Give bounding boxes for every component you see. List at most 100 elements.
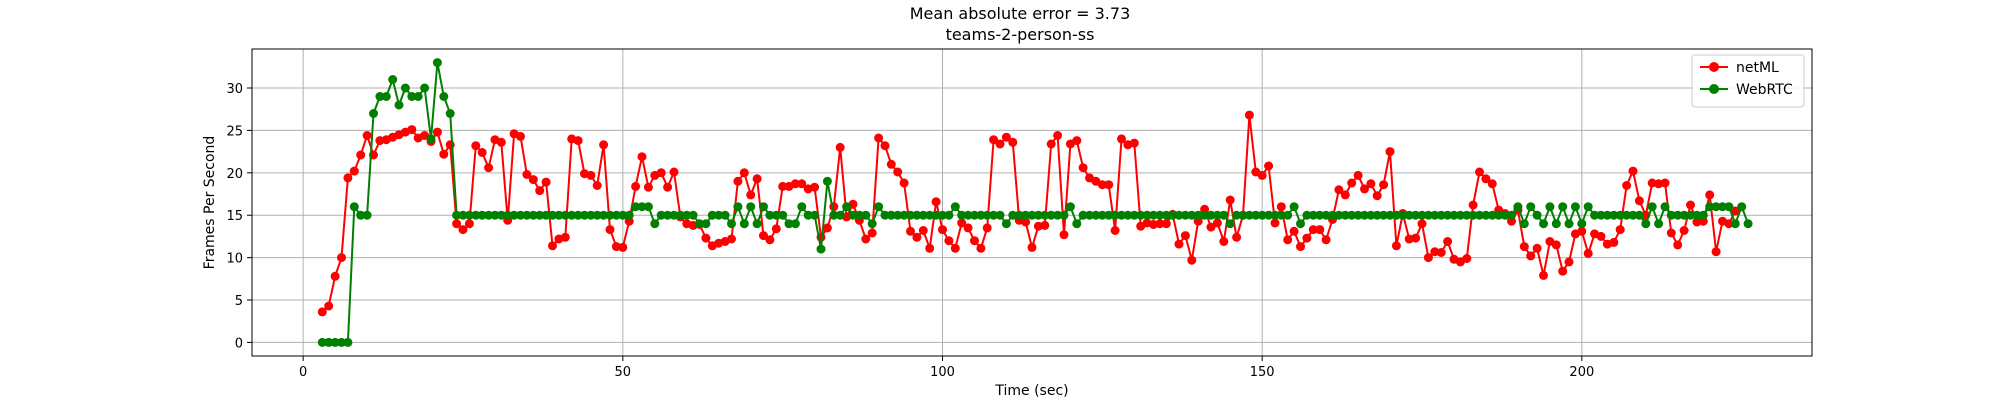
data-point-netml: [957, 218, 967, 228]
data-point-netml: [790, 179, 800, 189]
data-point-netml: [1634, 196, 1644, 206]
data-point-netml: [1622, 181, 1632, 190]
data-point-webrtc: [663, 210, 673, 220]
data-point-netml: [1577, 226, 1587, 236]
data-point-webrtc: [938, 210, 947, 220]
data-point-netml: [1340, 190, 1350, 200]
data-point-webrtc: [989, 210, 999, 220]
data-point-webrtc: [369, 109, 378, 118]
data-point-netml: [1097, 180, 1107, 190]
data-point-webrtc: [1117, 210, 1126, 220]
x-tick-label: 50: [615, 365, 632, 380]
legend-item-netml: netML: [1700, 60, 1779, 76]
data-point-webrtc: [1494, 210, 1504, 220]
data-point-webrtc: [650, 219, 660, 229]
data-point-webrtc: [490, 210, 500, 220]
data-point-webrtc: [1129, 210, 1139, 220]
data-point-webrtc: [1366, 210, 1376, 220]
data-point-webrtc: [1698, 210, 1708, 220]
data-point-webrtc: [1187, 210, 1197, 220]
data-point-webrtc: [918, 210, 928, 220]
data-point-netml: [1411, 233, 1421, 243]
data-point-webrtc: [1347, 210, 1357, 220]
data-point-webrtc: [1212, 210, 1222, 220]
data-point-webrtc: [1647, 202, 1657, 212]
data-point-netml: [1021, 217, 1031, 227]
data-point-webrtc: [1443, 210, 1453, 220]
data-point-netml: [1711, 247, 1721, 257]
data-point-netml: [349, 166, 359, 176]
data-point-webrtc: [1570, 202, 1580, 212]
data-point-netml: [982, 223, 992, 233]
data-point-netml: [1244, 110, 1254, 120]
data-point-netml: [759, 231, 768, 241]
data-point-netml: [1615, 225, 1625, 235]
data-point-netml: [343, 173, 353, 183]
x-axis-label: Time (sec): [994, 383, 1068, 399]
data-point-netml: [1481, 174, 1491, 184]
data-point-webrtc: [1455, 210, 1465, 220]
data-point-webrtc: [1686, 210, 1695, 220]
data-point-webrtc: [445, 109, 455, 118]
data-point-webrtc: [573, 210, 583, 220]
data-point-webrtc: [611, 210, 621, 220]
grid: [252, 49, 1812, 356]
data-point-netml: [586, 170, 596, 180]
data-point-netml: [458, 225, 468, 235]
data-point-netml: [1705, 190, 1715, 200]
data-point-webrtc: [1423, 210, 1433, 220]
data-point-netml: [464, 219, 474, 229]
data-point-netml: [605, 225, 615, 235]
data-point-netml: [1347, 178, 1357, 188]
data-point-webrtc: [420, 83, 430, 93]
data-point-netml: [1187, 255, 1197, 265]
data-point-netml: [1353, 170, 1363, 180]
data-point-netml: [1072, 136, 1082, 146]
data-point-webrtc: [1232, 210, 1242, 220]
data-point-webrtc: [1417, 210, 1427, 220]
data-point-webrtc: [1244, 210, 1254, 220]
series-webrtc: [317, 58, 1753, 347]
data-point-netml: [1232, 232, 1242, 242]
data-point-webrtc: [778, 210, 788, 220]
data-point-webrtc: [1097, 210, 1107, 220]
series-layer: [317, 58, 1753, 347]
data-point-netml: [771, 224, 781, 234]
data-point-webrtc: [477, 210, 487, 220]
data-point-netml: [739, 168, 749, 178]
data-point-webrtc: [695, 219, 704, 229]
data-point-webrtc: [1270, 210, 1280, 220]
data-point-netml: [918, 226, 928, 235]
data-point-webrtc: [1219, 210, 1229, 220]
data-point-webrtc: [1385, 210, 1395, 220]
data-point-netml: [330, 271, 340, 281]
data-point-webrtc: [1660, 202, 1670, 212]
data-point-netml: [1334, 185, 1344, 195]
data-point-netml: [1609, 237, 1619, 247]
data-point-webrtc: [899, 210, 909, 220]
data-point-webrtc: [330, 337, 340, 347]
data-point-netml: [1462, 254, 1472, 263]
data-point-netml: [810, 182, 820, 192]
data-point-webrtc: [733, 202, 743, 212]
data-point-webrtc: [1532, 210, 1542, 220]
data-point-netml: [516, 131, 525, 141]
data-point-webrtc: [624, 210, 634, 220]
chart-title: Mean absolute error = 3.73: [910, 4, 1131, 23]
data-point-webrtc: [1558, 202, 1568, 212]
data-point-webrtc: [1014, 210, 1024, 220]
data-point-webrtc: [1257, 210, 1267, 220]
data-point-netml: [1564, 257, 1574, 267]
data-point-netml: [1155, 219, 1165, 229]
data-point-webrtc: [1238, 210, 1248, 220]
data-point-webrtc: [707, 210, 717, 220]
data-point-netml: [362, 131, 372, 140]
chart-subtitle: teams-2-person-ss: [946, 25, 1095, 44]
data-point-netml: [1372, 191, 1382, 201]
x-axis-ticks: 0 50 100 150 200: [299, 356, 1594, 380]
data-point-netml: [1423, 253, 1433, 263]
y-tick-label: 30: [226, 82, 243, 97]
data-point-webrtc: [1027, 210, 1037, 220]
data-point-webrtc: [880, 210, 890, 220]
data-point-webrtc: [1379, 210, 1389, 220]
